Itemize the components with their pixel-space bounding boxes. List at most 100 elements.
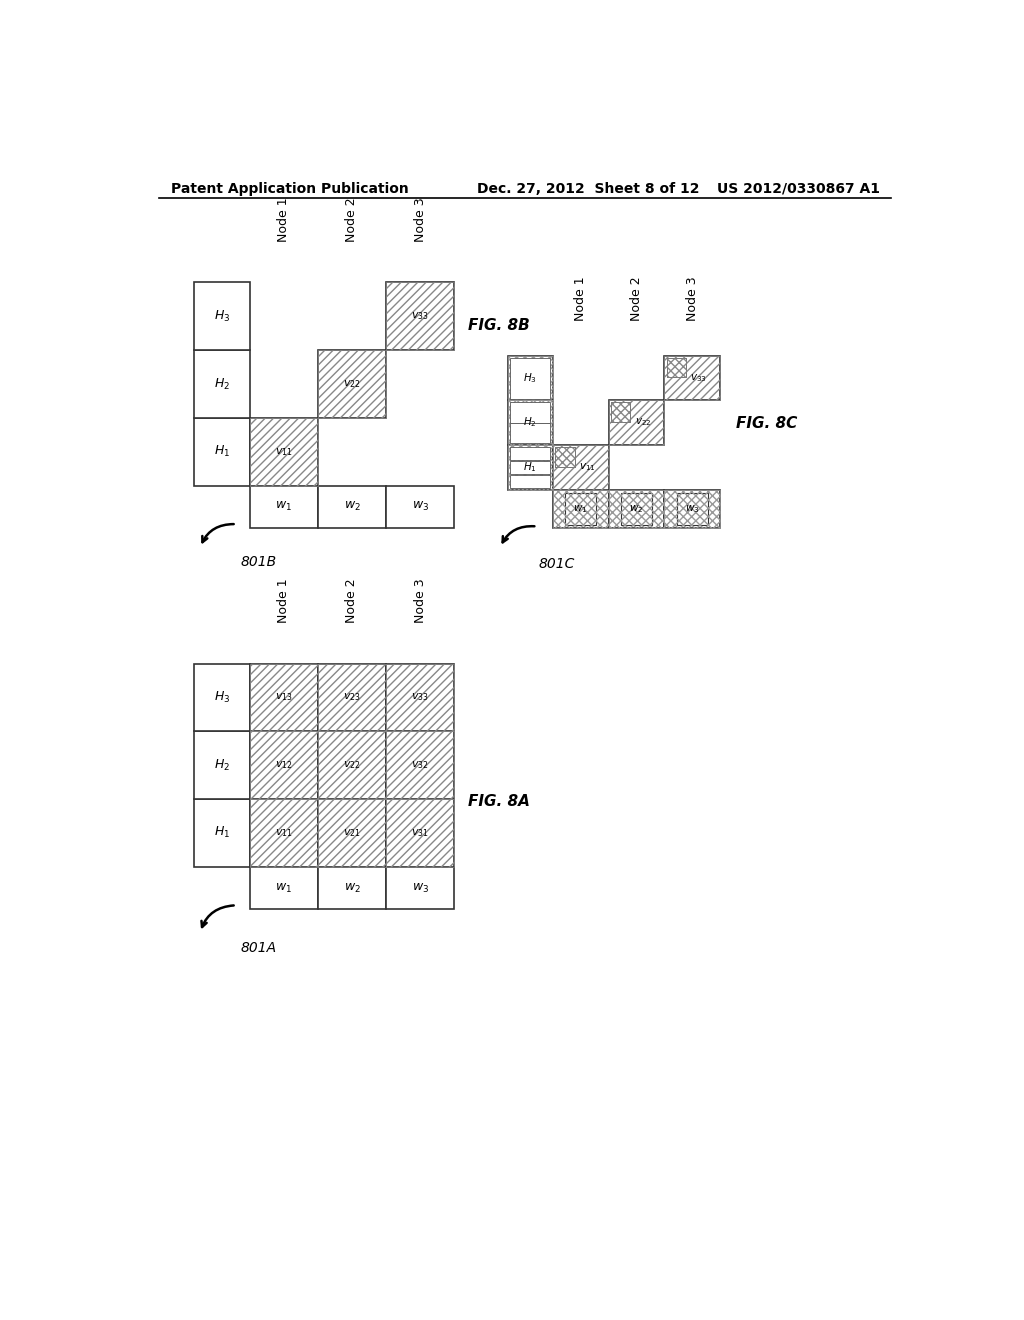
Bar: [386, 799, 455, 867]
Bar: [667, 358, 686, 378]
Bar: [621, 492, 651, 525]
Bar: [250, 486, 317, 528]
Text: $H_3$: $H_3$: [523, 371, 538, 384]
Bar: [194, 731, 250, 799]
Bar: [553, 445, 608, 490]
Bar: [665, 490, 720, 528]
Bar: [555, 447, 574, 466]
Text: $w_3$: $w_3$: [412, 882, 429, 895]
Text: $H_2$: $H_2$: [214, 758, 229, 772]
Bar: [510, 403, 550, 422]
Text: $H_1$: $H_1$: [523, 461, 538, 474]
Bar: [608, 400, 665, 445]
Bar: [665, 490, 720, 528]
Text: Node 3: Node 3: [414, 198, 427, 243]
Bar: [386, 282, 455, 350]
Bar: [508, 355, 553, 400]
Text: $v_{11}$: $v_{11}$: [579, 461, 596, 473]
Bar: [250, 799, 317, 867]
Text: Node 3: Node 3: [686, 276, 698, 321]
Text: Node 2: Node 2: [345, 579, 358, 623]
Bar: [194, 282, 250, 350]
Bar: [386, 731, 455, 799]
Bar: [317, 799, 386, 867]
Bar: [508, 445, 553, 490]
Bar: [386, 486, 455, 528]
Bar: [555, 447, 574, 466]
Bar: [611, 403, 631, 422]
Bar: [317, 664, 386, 731]
Text: $v_{22}$: $v_{22}$: [343, 378, 360, 389]
Text: $H_2$: $H_2$: [214, 376, 229, 392]
Bar: [250, 418, 317, 486]
Text: $w_2$: $w_2$: [629, 503, 643, 515]
Bar: [250, 418, 317, 486]
Text: Node 2: Node 2: [630, 276, 643, 321]
Text: $v_{12}$: $v_{12}$: [274, 759, 293, 771]
Text: $w_1$: $w_1$: [275, 500, 292, 513]
Bar: [317, 731, 386, 799]
Text: $v_{33}$: $v_{33}$: [412, 310, 429, 322]
Text: 801B: 801B: [241, 556, 276, 569]
Text: $v_{32}$: $v_{32}$: [412, 759, 429, 771]
Text: $v_{13}$: $v_{13}$: [274, 692, 293, 704]
Bar: [386, 731, 455, 799]
Text: $w_1$: $w_1$: [275, 882, 292, 895]
Bar: [250, 731, 317, 799]
Bar: [608, 490, 665, 528]
Bar: [665, 355, 720, 400]
Bar: [508, 355, 553, 400]
Text: Node 1: Node 1: [278, 198, 290, 243]
Text: $v_{22}$: $v_{22}$: [635, 417, 651, 429]
Bar: [386, 867, 455, 909]
Text: $v_{22}$: $v_{22}$: [343, 759, 360, 771]
Bar: [553, 445, 608, 490]
Bar: [317, 350, 386, 418]
Text: Dec. 27, 2012  Sheet 8 of 12: Dec. 27, 2012 Sheet 8 of 12: [477, 182, 699, 195]
Bar: [510, 447, 550, 461]
Text: 801C: 801C: [539, 557, 575, 572]
Text: FIG. 8C: FIG. 8C: [735, 416, 797, 432]
Bar: [608, 400, 665, 445]
Bar: [508, 400, 553, 445]
Bar: [250, 867, 317, 909]
Bar: [194, 664, 250, 731]
Bar: [317, 731, 386, 799]
Bar: [250, 731, 317, 799]
Text: $H_3$: $H_3$: [214, 309, 230, 323]
Bar: [508, 445, 553, 490]
Text: $w_1$: $w_1$: [573, 503, 588, 515]
Bar: [386, 664, 455, 731]
Text: $v_{21}$: $v_{21}$: [343, 828, 360, 838]
Text: $v_{11}$: $v_{11}$: [274, 446, 293, 458]
Bar: [386, 282, 455, 350]
Text: $w_3$: $w_3$: [412, 500, 429, 513]
Text: FIG. 8A: FIG. 8A: [468, 793, 530, 809]
Text: Node 2: Node 2: [345, 198, 358, 243]
Bar: [553, 490, 608, 528]
Text: $v_{33}$: $v_{33}$: [690, 372, 708, 384]
Bar: [611, 403, 631, 422]
Bar: [510, 358, 550, 399]
Bar: [194, 350, 250, 418]
Bar: [510, 475, 550, 488]
Bar: [553, 490, 608, 528]
Bar: [250, 799, 317, 867]
Text: Node 1: Node 1: [278, 579, 290, 623]
Bar: [386, 799, 455, 867]
Bar: [250, 664, 317, 731]
Text: $H_1$: $H_1$: [214, 445, 229, 459]
Bar: [665, 355, 720, 400]
Text: 801A: 801A: [241, 940, 276, 954]
Bar: [250, 664, 317, 731]
Bar: [565, 492, 596, 525]
Bar: [317, 664, 386, 731]
Text: $v_{11}$: $v_{11}$: [274, 828, 293, 838]
Text: US 2012/0330867 A1: US 2012/0330867 A1: [717, 182, 880, 195]
Bar: [608, 490, 665, 528]
Bar: [194, 418, 250, 486]
Bar: [317, 799, 386, 867]
Text: Node 3: Node 3: [414, 579, 427, 623]
Text: $v_{23}$: $v_{23}$: [343, 692, 360, 704]
Text: Node 1: Node 1: [574, 276, 587, 321]
